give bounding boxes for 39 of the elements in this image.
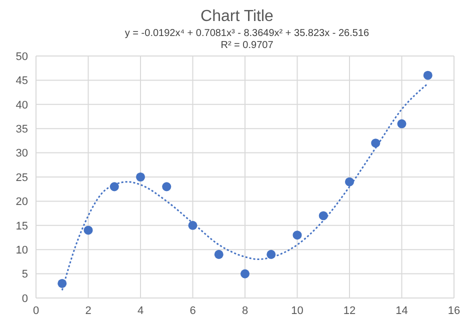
line-series [61,82,429,292]
point [84,226,93,235]
point [136,172,146,182]
y-tick-label: 50 [16,50,28,63]
x-tick-label: 12 [343,304,356,317]
point [318,211,328,220]
point [214,250,224,259]
point [344,177,354,186]
y-tick-label: 10 [16,244,28,257]
x-tick-label: 16 [448,304,460,317]
y-tick-label: 25 [16,172,28,184]
point [240,269,250,278]
point [58,278,67,288]
point [266,250,276,259]
y-tick-label: 5 [22,268,28,281]
point [371,138,380,148]
point [110,182,119,192]
y-tick-label: 30 [16,148,28,160]
x-tick-label: 10 [291,304,304,317]
x-tick-label: 14 [396,304,408,317]
point [162,182,172,192]
y-tick-label: 0 [22,292,28,305]
y-tick-label: 45 [16,75,28,88]
text: R² = 0.9707 [220,40,274,52]
x-tick-label: 6 [190,304,196,317]
point [423,70,432,80]
x-tick-label: 4 [137,304,144,317]
text: y = -0.0192x⁴ + 0.7081x³ - 8.3649x² + 35.823x - 26.516 [124,28,370,40]
y-tick-label: 40 [16,99,28,112]
chart-title: Chart Title [200,8,274,27]
x-tick-label: 8 [242,304,248,317]
point [188,220,198,230]
point [397,119,406,128]
x-tick-label: 2 [85,304,92,317]
x-tick-label: 0 [32,304,40,317]
point [292,230,302,240]
y-tick-label: 15 [16,220,28,232]
y-tick-label: 20 [16,196,28,208]
y-tick-label: 35 [16,124,28,136]
